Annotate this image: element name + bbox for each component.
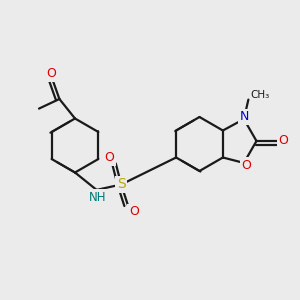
Text: S: S xyxy=(117,178,126,191)
Text: O: O xyxy=(104,151,114,164)
Text: O: O xyxy=(129,205,139,218)
Text: N: N xyxy=(240,110,249,123)
Text: O: O xyxy=(46,67,56,80)
Text: CH₃: CH₃ xyxy=(251,90,270,100)
Text: O: O xyxy=(278,134,288,148)
Text: O: O xyxy=(241,159,251,172)
Text: NH: NH xyxy=(89,191,107,204)
